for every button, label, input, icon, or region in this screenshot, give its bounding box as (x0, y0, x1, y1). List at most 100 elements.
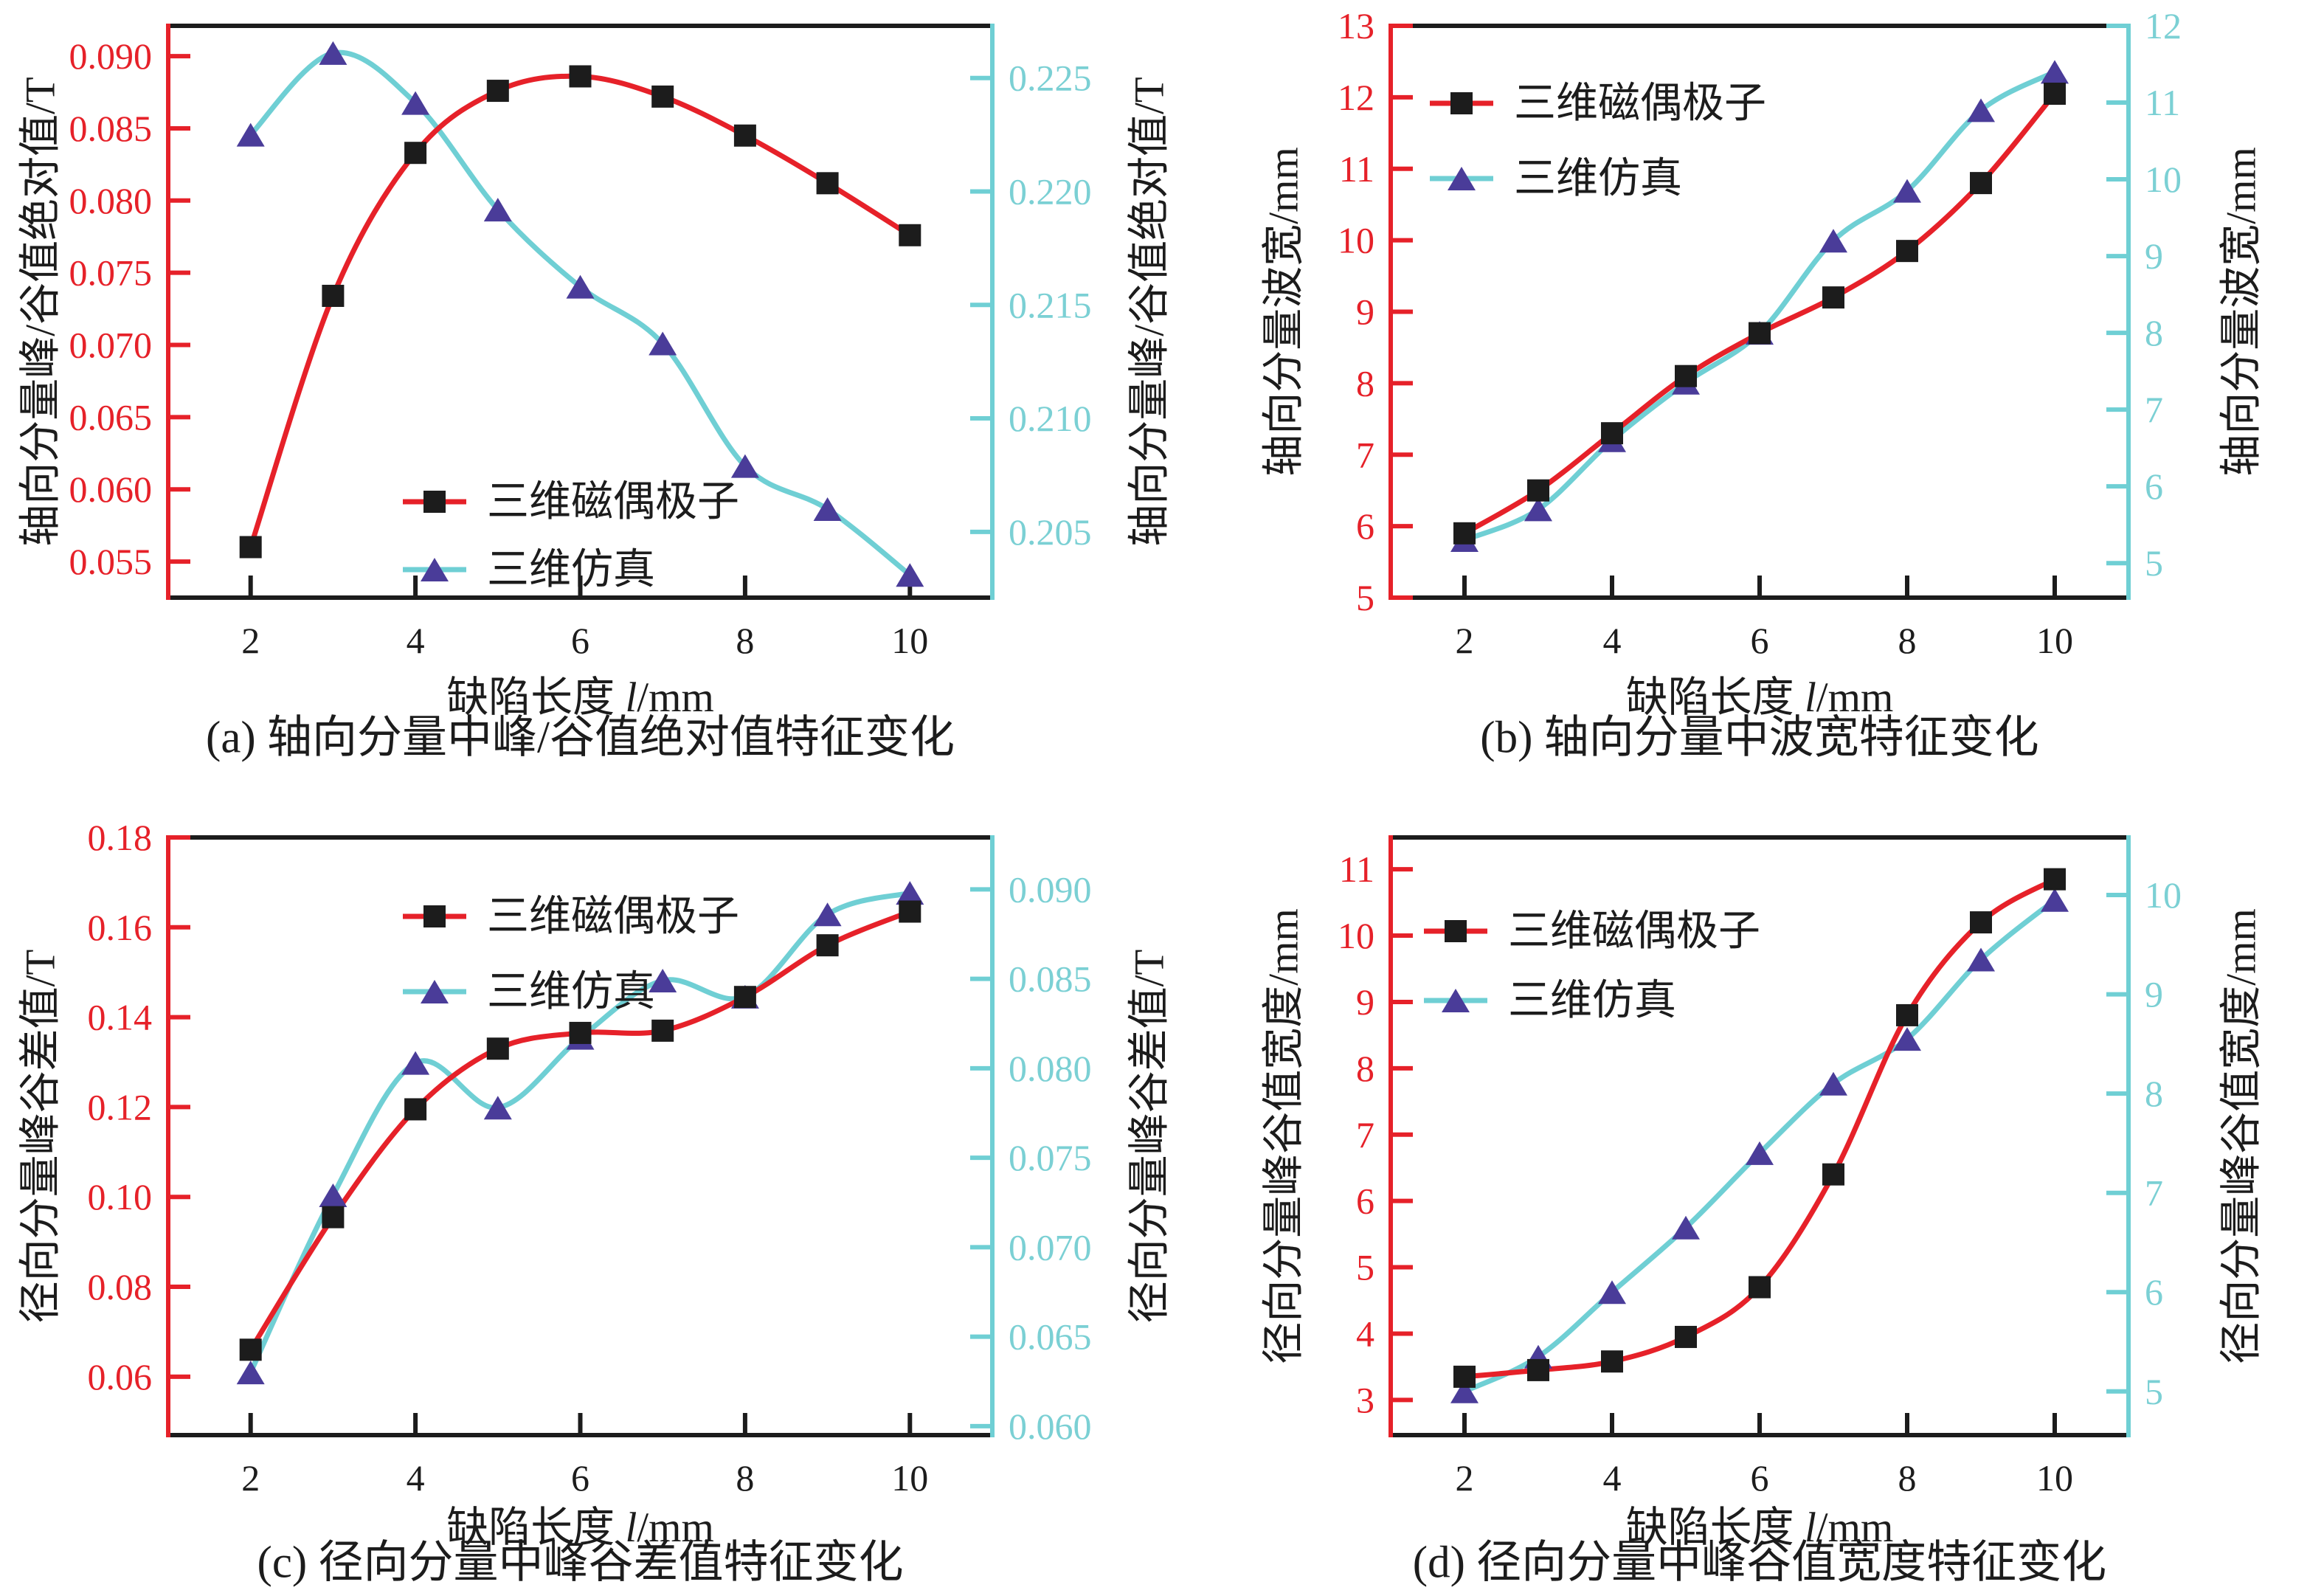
triangle-marker (319, 41, 347, 65)
left-axis-title: 轴向分量波宽/mm (1261, 147, 1307, 477)
x-tick-label: 6 (571, 1457, 589, 1499)
triangle-marker (1746, 1141, 1774, 1165)
triangle-marker (649, 331, 677, 356)
triangle-marker (813, 497, 842, 522)
series-dipole-line (248, 73, 912, 548)
left-tick-label: 8 (1356, 1048, 1374, 1089)
square-marker (1601, 422, 1623, 445)
right-tick-label: 9 (2145, 235, 2163, 277)
right-tick-label: 5 (2145, 1371, 2163, 1412)
legend-dipole-label: 三维磁偶极子 (1508, 908, 1760, 955)
triangle-marker (1672, 1215, 1700, 1240)
panel-a: 2 4 6 8 10 0.055 0.060 0.065 0.070 0.075 0.080 0.08… (18, 24, 1173, 763)
square-marker (1527, 479, 1549, 502)
square-marker (816, 172, 839, 195)
square-marker (486, 80, 509, 103)
square-marker (733, 986, 756, 1009)
right-tick-label: 10 (2145, 159, 2182, 200)
right-tick-label: 11 (2145, 82, 2180, 123)
legend-dipole-label: 三维磁偶极子 (487, 894, 739, 940)
square-marker (733, 124, 756, 147)
left-tick-label: 12 (1338, 77, 1374, 118)
square-marker (1453, 522, 1476, 545)
square-marker (1970, 911, 1992, 934)
square-marker (1675, 1325, 1697, 1348)
left-tick-label: 0.055 (69, 541, 153, 582)
triangle-marker (1893, 179, 1921, 203)
square-marker (404, 1098, 427, 1121)
triangle-marker (649, 969, 677, 993)
left-tick-label: 0.14 (88, 997, 153, 1038)
left-tick-label: 0.08 (88, 1266, 153, 1307)
right-tick-label: 0.060 (1009, 1406, 1092, 1447)
right-axis-title: 轴向分量峰/谷值绝对值/T (1127, 77, 1173, 547)
right-tick-label: 8 (2145, 1073, 2163, 1114)
legend-dipole-label: 三维磁偶极子 (487, 479, 739, 525)
x-axis-label: 缺陷长度 l/mm (446, 674, 714, 721)
right-tick-label: 0.070 (1009, 1226, 1092, 1268)
triangle-marker (1524, 497, 1552, 522)
legend-triangle-marker (421, 980, 449, 1003)
right-tick-label: 6 (2145, 1271, 2163, 1313)
panel-b: 2 4 6 8 10 5 6 7 8 9 10 11 12 13 5 6 7 8 9 10 11 12 三维磁偶极子三维仿真… (1261, 5, 2265, 763)
left-tick-label: 0.06 (88, 1356, 153, 1397)
square-marker (322, 1206, 345, 1229)
x-tick-label: 8 (1898, 620, 1917, 661)
square-marker (1453, 1365, 1476, 1388)
triangle-marker (236, 122, 265, 147)
x-tick-label: 6 (1751, 1457, 1769, 1499)
square-marker (899, 900, 921, 923)
square-marker (1822, 286, 1844, 309)
left-axis-title: 径向分量峰谷值宽度/mm (1261, 908, 1307, 1364)
right-tick-label: 7 (2145, 1172, 2163, 1214)
triangle-marker (1819, 229, 1847, 253)
left-tick-label: 0.16 (88, 907, 153, 948)
left-tick-label: 9 (1356, 291, 1374, 333)
right-tick-label: 8 (2145, 312, 2163, 353)
right-tick-label: 0.210 (1009, 398, 1092, 439)
triangle-marker (401, 91, 430, 115)
right-tick-label: 0.075 (1009, 1137, 1092, 1178)
x-axis-label: 缺陷长度 l/mm (1626, 674, 1894, 721)
left-tick-label: 10 (1338, 220, 1374, 261)
right-tick-label: 0.220 (1009, 171, 1092, 212)
left-tick-label: 7 (1356, 1114, 1374, 1155)
square-marker (651, 85, 674, 108)
square-marker (816, 934, 839, 957)
series-simulation-line (1463, 69, 2056, 543)
triangle-marker (401, 1051, 430, 1075)
legend-simulation-label: 三维仿真 (1508, 978, 1676, 1024)
triangle-marker (319, 1183, 347, 1208)
panel-caption: (a) 轴向分量中峰/谷值绝对值特征变化 (206, 713, 955, 763)
x-tick-label: 2 (1456, 620, 1474, 661)
square-marker (1749, 1276, 1771, 1299)
triangle-marker (1893, 1027, 1921, 1051)
right-tick-label: 0.065 (1009, 1316, 1092, 1358)
right-tick-label: 7 (2145, 389, 2163, 430)
triangle-marker (236, 1361, 265, 1385)
left-tick-label: 0.090 (69, 35, 153, 77)
triangle-marker (483, 1096, 512, 1120)
left-tick-label: 4 (1356, 1313, 1374, 1354)
left-tick-label: 11 (1339, 849, 1374, 890)
square-marker (404, 142, 427, 165)
left-axis-title: 径向分量峰谷差值/T (18, 950, 64, 1324)
square-marker (1970, 172, 1992, 195)
x-axis-label: 缺陷长度 l/mm (1626, 1504, 1894, 1551)
square-marker (239, 1338, 262, 1361)
panel-caption: (b) 轴向分量中波宽特征变化 (1480, 713, 2038, 763)
square-marker (1675, 364, 1697, 387)
x-tick-label: 2 (241, 1457, 260, 1499)
triangle-marker (1819, 1071, 1847, 1096)
legend-square-marker (1450, 92, 1473, 114)
square-marker (239, 536, 262, 559)
right-tick-label: 12 (2145, 5, 2182, 46)
x-tick-label: 10 (891, 620, 928, 661)
right-tick-label: 0.090 (1009, 868, 1092, 910)
square-marker (1822, 1163, 1844, 1186)
